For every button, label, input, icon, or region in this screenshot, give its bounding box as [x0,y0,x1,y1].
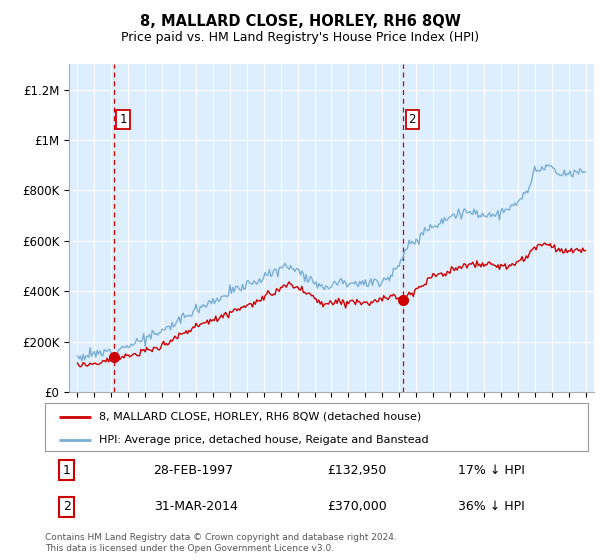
Text: 2: 2 [63,500,71,513]
Text: 1: 1 [119,113,127,127]
Text: 1: 1 [63,464,71,477]
Text: HPI: Average price, detached house, Reigate and Banstead: HPI: Average price, detached house, Reig… [100,435,429,445]
Text: Contains HM Land Registry data © Crown copyright and database right 2024.
This d: Contains HM Land Registry data © Crown c… [45,533,397,553]
Text: 17% ↓ HPI: 17% ↓ HPI [458,464,524,477]
Text: 28-FEB-1997: 28-FEB-1997 [154,464,234,477]
Text: Price paid vs. HM Land Registry's House Price Index (HPI): Price paid vs. HM Land Registry's House … [121,31,479,44]
Text: 8, MALLARD CLOSE, HORLEY, RH6 8QW (detached house): 8, MALLARD CLOSE, HORLEY, RH6 8QW (detac… [100,412,422,422]
Text: 31-MAR-2014: 31-MAR-2014 [154,500,238,513]
Text: 8, MALLARD CLOSE, HORLEY, RH6 8QW: 8, MALLARD CLOSE, HORLEY, RH6 8QW [140,14,460,29]
Text: 36% ↓ HPI: 36% ↓ HPI [458,500,524,513]
Text: £132,950: £132,950 [328,464,387,477]
Text: £370,000: £370,000 [328,500,387,513]
Text: 2: 2 [409,113,416,127]
